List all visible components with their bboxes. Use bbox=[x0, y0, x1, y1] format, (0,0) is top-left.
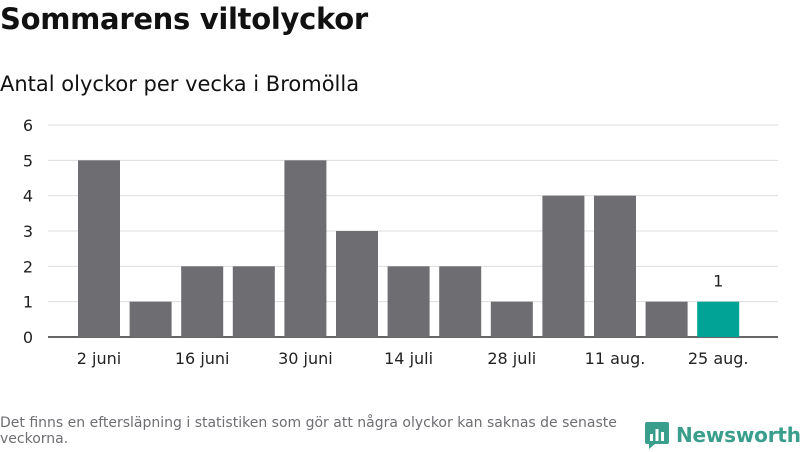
bar bbox=[181, 266, 224, 337]
y-tick-label: 2 bbox=[23, 257, 33, 276]
bar bbox=[387, 266, 430, 337]
bar bbox=[490, 301, 533, 337]
x-tick-label: 16 juni bbox=[175, 349, 230, 368]
bar bbox=[439, 266, 482, 337]
y-axis-ticks: 0 1 2 3 4 5 6 bbox=[23, 116, 33, 347]
footnote: Det finns en eftersläpning i statistiken… bbox=[0, 415, 617, 447]
x-tick-label: 2 juni bbox=[77, 349, 121, 368]
y-tick-label: 3 bbox=[23, 222, 33, 241]
x-tick-label: 11 aug. bbox=[585, 349, 646, 368]
y-tick-label: 4 bbox=[23, 187, 33, 206]
chart-subtitle: Antal olyckor per vecka i Bromölla bbox=[0, 72, 360, 96]
bar bbox=[232, 266, 275, 337]
x-tick-label: 14 juli bbox=[384, 349, 433, 368]
y-tick-label: 0 bbox=[23, 328, 33, 347]
brand-logo[interactable]: Newsworthy bbox=[644, 418, 800, 452]
x-tick-label: 25 aug. bbox=[688, 349, 749, 368]
y-tick-label: 6 bbox=[23, 116, 33, 135]
bar bbox=[129, 301, 172, 337]
x-tick-label: 28 juli bbox=[487, 349, 536, 368]
chart-title: Sommarens viltolyckor bbox=[0, 2, 368, 36]
newsworthy-logo-icon bbox=[645, 422, 669, 449]
y-tick-label: 5 bbox=[23, 151, 33, 170]
bar-highlighted bbox=[697, 301, 740, 337]
x-tick-label: 30 juni bbox=[278, 349, 333, 368]
bar bbox=[594, 195, 636, 337]
bar bbox=[542, 195, 585, 337]
bar-chart: 0 1 2 3 4 5 6 1 2 juni 16 juni 30 juni 14 juli 28 … bbox=[23, 116, 778, 368]
bars bbox=[78, 160, 740, 337]
bar bbox=[645, 301, 688, 337]
bar bbox=[284, 160, 327, 337]
brand-name: Newsworthy bbox=[676, 423, 800, 447]
x-axis-ticks: 2 juni 16 juni 30 juni 14 juli 28 juli 11 aug… bbox=[77, 349, 749, 368]
y-tick-label: 1 bbox=[23, 293, 33, 312]
bar bbox=[336, 231, 378, 337]
bar bbox=[78, 160, 120, 337]
data-labels: 1 bbox=[713, 272, 723, 291]
data-label: 1 bbox=[713, 272, 723, 291]
